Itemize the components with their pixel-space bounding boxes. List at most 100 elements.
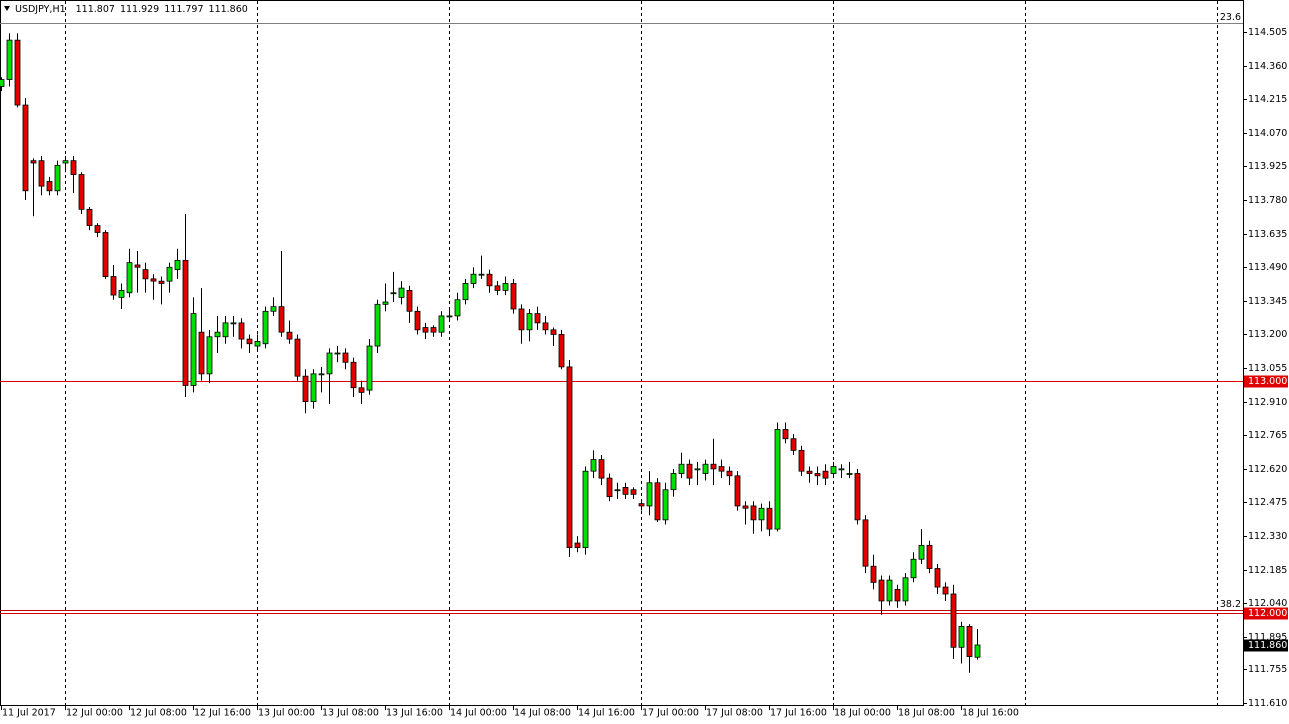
candle-body (862, 519, 869, 567)
candle-body (510, 283, 517, 310)
candle-body (358, 387, 365, 393)
candle-body (238, 322, 245, 340)
candle-body (86, 208, 93, 226)
y-tick-label: 113.490 (1248, 262, 1287, 273)
candle-body (830, 466, 837, 474)
candle-body (486, 273, 493, 287)
candle-body (630, 489, 637, 495)
candle-body (38, 160, 45, 187)
candle-body (30, 160, 37, 164)
x-tick-label: 17 Jul 08:00 (706, 708, 763, 719)
x-tick-label: 17 Jul 00:00 (642, 708, 699, 719)
current-price-label: 111.860 (1248, 640, 1287, 651)
x-tick-label: 13 Jul 16:00 (386, 708, 443, 719)
candle-body (366, 345, 373, 391)
candle-body (214, 331, 221, 338)
y-tick-label: 113.780 (1248, 195, 1287, 206)
candle-body (254, 341, 261, 347)
level-box (1244, 375, 1288, 388)
candle-body (278, 306, 285, 333)
candle-body (406, 290, 413, 312)
candle-body (310, 373, 317, 403)
candle-body (374, 303, 381, 347)
y-tick-label: 113.055 (1248, 363, 1287, 374)
y-tick-label: 112.910 (1248, 397, 1287, 408)
candle-body (686, 463, 693, 479)
candle-body (174, 259, 181, 270)
header-low: 111.797 (164, 4, 203, 15)
candle-body (414, 310, 421, 331)
header-open: 111.807 (76, 4, 115, 15)
y-tick-label: 113.200 (1248, 329, 1287, 340)
x-tick-label: 12 Jul 08:00 (130, 708, 187, 719)
y-tick-label: 114.070 (1248, 128, 1287, 139)
candle-body (678, 463, 685, 474)
x-tick-label: 12 Jul 16:00 (194, 708, 251, 719)
menu-arrow[interactable] (4, 6, 10, 11)
y-tick-label: 113.635 (1248, 229, 1287, 240)
candle-body (846, 473, 853, 475)
chart-header: USDJPY,H1 111.807 111.929 111.797 111.860 (15, 4, 248, 15)
candle-body (270, 306, 277, 312)
candle-body (118, 290, 125, 298)
y-tick-label: 114.360 (1248, 61, 1287, 72)
x-tick-label: 13 Jul 00:00 (258, 708, 315, 719)
x-tick-label: 17 Jul 16:00 (770, 708, 827, 719)
candle-body (102, 232, 109, 277)
symbol: USDJPY,H1 (15, 4, 66, 15)
candle-body (798, 449, 805, 472)
candle-body (478, 273, 485, 276)
candle-body (566, 366, 573, 549)
candle-body (134, 264, 141, 268)
candle-body (6, 39, 13, 80)
candle-body (246, 338, 253, 345)
candle-body (182, 259, 189, 386)
y-tick-label: 112.620 (1248, 464, 1287, 475)
x-tick-label: 14 Jul 08:00 (514, 708, 571, 719)
candle-body (230, 322, 237, 325)
candle-body (606, 477, 613, 498)
candle-body (350, 361, 357, 389)
candle-body (470, 273, 477, 284)
candle-body (206, 336, 213, 375)
candle-body (894, 588, 901, 602)
candle-body (558, 334, 565, 368)
candle-body (870, 565, 877, 583)
candle-body (966, 626, 973, 657)
x-tick-label: 11 Jul 2017 (2, 708, 56, 719)
candle-body (702, 463, 709, 474)
candle-body (750, 505, 757, 521)
candle-body (934, 568, 941, 588)
level-label: 112.000 (1248, 608, 1287, 619)
x-tick-label: 14 Jul 00:00 (450, 708, 507, 719)
candle-body (454, 299, 461, 317)
candle-body (446, 315, 453, 318)
candle-body (534, 313, 541, 324)
candle-body (398, 287, 405, 298)
candle-body (942, 586, 949, 595)
candle-body (110, 276, 117, 296)
candle-body (766, 507, 773, 530)
candle-body (0, 79, 5, 87)
candle-body (518, 308, 525, 331)
level-label: 113.000 (1248, 376, 1287, 387)
candle-body (774, 429, 781, 530)
candle-body (838, 468, 845, 471)
y-tick-label: 112.765 (1248, 430, 1287, 441)
candle-body (150, 278, 157, 282)
candle-body (638, 503, 645, 507)
candle-body (854, 473, 861, 521)
y-tick-label: 112.185 (1248, 565, 1287, 576)
candle-body (262, 310, 269, 345)
y-tick-label: 112.475 (1248, 497, 1287, 508)
candle-body (302, 375, 309, 403)
candle-body (422, 327, 429, 333)
candle-body (526, 313, 533, 331)
candle-body (54, 164, 61, 192)
candle-body (286, 331, 293, 340)
candle-body (462, 283, 469, 301)
header-close: 111.860 (209, 4, 248, 15)
candle-body (654, 482, 661, 521)
candle-body (222, 322, 229, 338)
